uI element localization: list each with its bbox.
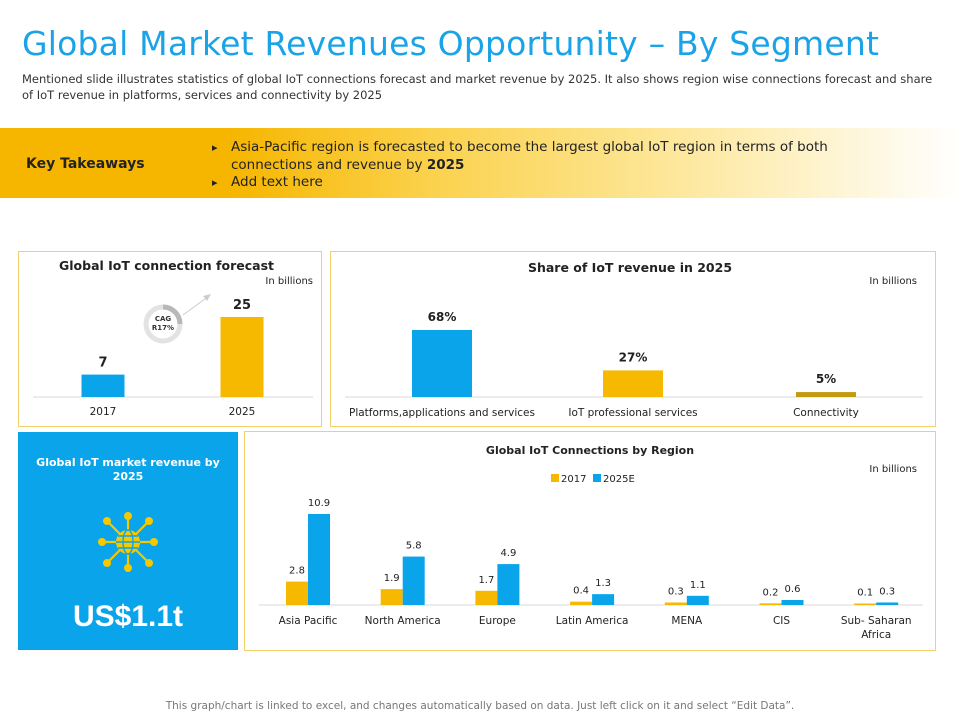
bar-2025E bbox=[686, 595, 709, 605]
data-label: 0.4 bbox=[573, 586, 589, 597]
data-label: 1.3 bbox=[595, 578, 611, 589]
data-label: 5.8 bbox=[406, 541, 422, 552]
data-label: 10.9 bbox=[308, 498, 330, 509]
page-title: Global Market Revenues Opportunity – By … bbox=[22, 24, 880, 63]
data-label: 1.7 bbox=[478, 575, 494, 586]
takeaway-bold: 2025 bbox=[426, 156, 465, 173]
bar-2017 bbox=[664, 602, 687, 605]
market-revenue-value: US$1.1t bbox=[72, 600, 184, 633]
revenue-share-title: Share of IoT revenue in 2025 bbox=[527, 260, 733, 275]
data-label: 27% bbox=[619, 350, 648, 364]
legend-label: 2025E bbox=[603, 474, 635, 485]
data-label: 4.9 bbox=[500, 548, 516, 559]
tick-label: Sub- Saharan bbox=[841, 615, 912, 627]
cagr-arrow-line bbox=[182, 295, 210, 316]
bar-2025E bbox=[781, 599, 804, 605]
key-takeaways-band: Key Takeaways Asia-Pacific region is for… bbox=[0, 128, 960, 198]
region-connections-unit: In billions bbox=[869, 464, 917, 475]
connection-forecast-unit: In billions bbox=[265, 276, 313, 287]
legend-label: 2017 bbox=[561, 474, 586, 485]
globe-network-icon bbox=[98, 512, 158, 572]
bar-2025 bbox=[220, 317, 264, 397]
tick-label: Africa bbox=[861, 629, 891, 641]
region-connections-panel: Global IoT Connections by Region In bill… bbox=[244, 431, 936, 651]
revenue-share-unit: In billions bbox=[869, 276, 917, 287]
data-label: 0.2 bbox=[763, 587, 779, 598]
bar-share bbox=[412, 330, 472, 397]
revenue-share-chart: 68% Platforms,applications and services 27… bbox=[345, 310, 923, 419]
bar-2025E bbox=[308, 514, 330, 605]
data-label: 0.3 bbox=[879, 586, 895, 597]
data-label: 2.8 bbox=[289, 566, 305, 577]
bar-2025E bbox=[402, 556, 425, 605]
footnote: This graph/chart is linked to excel, and… bbox=[165, 700, 795, 712]
data-label: 1.9 bbox=[384, 573, 400, 584]
bar-2017 bbox=[854, 603, 877, 605]
market-revenue-panel: Global IoT market revenue by 2025 bbox=[18, 432, 238, 650]
tick-label: North America bbox=[365, 615, 441, 627]
bar-2025E bbox=[876, 602, 899, 605]
revenue-share-panel: Share of IoT revenue in 2025 In billions… bbox=[330, 251, 936, 427]
bar-2017 bbox=[81, 374, 125, 397]
region-connections-chart: 2017 2025E 2.8 10.9 Asia Pacific 1.9 5.8 North… bbox=[259, 474, 923, 641]
key-takeaways-list: Asia-Pacific region is forecasted to bec… bbox=[212, 139, 912, 192]
tick-label: MENA bbox=[671, 615, 703, 627]
bar-2017 bbox=[475, 590, 498, 605]
key-takeaways-label: Key Takeaways bbox=[26, 156, 145, 172]
data-label: 0.1 bbox=[857, 588, 873, 599]
region-connections-title: Global IoT Connections by Region bbox=[485, 444, 695, 457]
connection-forecast-panel: Global IoT connection forecast In billio… bbox=[18, 251, 322, 427]
data-label: 25 bbox=[233, 298, 251, 313]
bar-share bbox=[796, 392, 856, 397]
data-label: 68% bbox=[428, 310, 457, 324]
data-label: 0.3 bbox=[668, 586, 684, 597]
bar-2017 bbox=[286, 581, 308, 605]
tick-label: IoT professional services bbox=[568, 407, 697, 419]
data-label: 5% bbox=[816, 372, 836, 386]
tick-label: Platforms,applications and services bbox=[349, 407, 535, 419]
takeaway-item: Add text here bbox=[212, 174, 912, 192]
tick-label: 2025 bbox=[229, 406, 256, 418]
connection-forecast-chart: CAG R17% 7 2017 25 2025 bbox=[33, 294, 313, 418]
cagr-ring-progress bbox=[162, 304, 183, 325]
tick-label: Latin America bbox=[556, 615, 629, 627]
legend-swatch bbox=[593, 474, 601, 482]
bar-share bbox=[603, 370, 663, 397]
bar-2025E bbox=[497, 564, 520, 605]
takeaway-item: Asia-Pacific region is forecasted to bec… bbox=[212, 139, 912, 174]
cagr-arrow-head bbox=[203, 294, 211, 301]
cagr-line2: R17% bbox=[152, 324, 174, 332]
page-subtitle: Mentioned slide illustrates statistics o… bbox=[22, 72, 933, 102]
bar-2025E bbox=[592, 594, 615, 605]
cagr-line1: CAG bbox=[155, 315, 172, 323]
bar-2017 bbox=[759, 603, 782, 605]
cagr-indicator: CAG R17% bbox=[143, 294, 211, 344]
takeaway-text: Add text here bbox=[231, 174, 323, 190]
data-label: 1.1 bbox=[690, 580, 706, 591]
tick-label: Europe bbox=[479, 615, 516, 627]
connection-forecast-title: Global IoT connection forecast bbox=[59, 258, 274, 273]
bar-2017 bbox=[380, 589, 403, 605]
tick-label: 2017 bbox=[90, 406, 117, 418]
legend-swatch bbox=[551, 474, 559, 482]
data-label: 0.6 bbox=[785, 584, 801, 595]
data-label: 7 bbox=[98, 356, 107, 371]
market-revenue-title: Global IoT market revenue by 2025 bbox=[36, 456, 220, 483]
takeaway-text: Asia-Pacific region is forecasted to bec… bbox=[231, 139, 828, 173]
bar-2017 bbox=[570, 601, 593, 605]
tick-label: CIS bbox=[773, 615, 790, 627]
tick-label: Connectivity bbox=[793, 407, 859, 419]
tick-label: Asia Pacific bbox=[279, 615, 338, 627]
